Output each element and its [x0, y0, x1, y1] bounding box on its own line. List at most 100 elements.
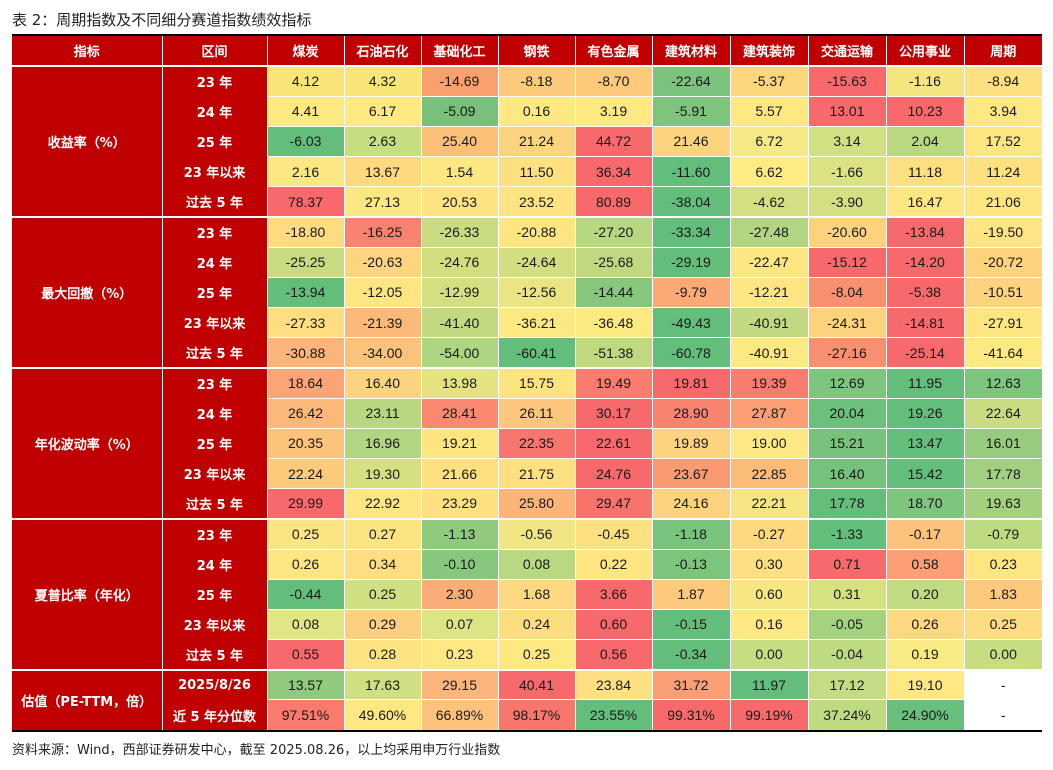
value-cell: 0.25 — [343, 578, 421, 610]
value-cell: 0.71 — [807, 548, 886, 580]
value-cell: -20.88 — [497, 215, 575, 248]
value-cell: -0.13 — [651, 548, 730, 580]
value-cell: 28.41 — [420, 397, 498, 429]
value-cell: -1.33 — [807, 517, 886, 549]
value-cell: 98.17% — [497, 699, 575, 731]
value-cell: 25.80 — [497, 488, 575, 519]
top-rule — [12, 34, 1042, 36]
table-row: 收益率（%） 23 年 4.12 4.32 -14.69 -8.18 -8.70 -22.64… — [12, 64, 1042, 217]
value-cell: 21.75 — [497, 457, 575, 489]
value-cell: 27.87 — [729, 397, 808, 429]
value-cell: 21.46 — [651, 125, 730, 157]
value-cell: 19.49 — [574, 366, 652, 399]
value-cell: 0.29 — [343, 608, 421, 640]
value-cell: 13.57 — [266, 668, 344, 700]
value-cell: 19.00 — [729, 427, 808, 459]
value-cell: -19.50 — [963, 215, 1042, 248]
value-cell: 23.29 — [420, 488, 498, 519]
value-cell: -27.48 — [729, 215, 808, 248]
period-label: 25 年 — [161, 126, 267, 157]
value-cell: -24.76 — [420, 246, 498, 278]
table-row: 25 年 -0.44 0.25 2.30 1.68 3.66 1.87 0.60 0.31 0.2… — [12, 578, 1042, 610]
value-cell: 23.52 — [497, 186, 575, 217]
value-cell: 24.16 — [651, 488, 730, 519]
value-cell: 16.47 — [885, 186, 964, 217]
value-cell: 4.32 — [343, 64, 421, 97]
table-row: 过去 5 年 -30.88 -34.00 -54.00 -60.41 -51.38 -60.… — [12, 337, 1042, 368]
value-cell: -41.40 — [420, 306, 498, 338]
period-label: 25 年 — [161, 428, 267, 459]
period-label: 23 年以来 — [161, 307, 267, 338]
period-label: 24 年 — [161, 549, 267, 580]
value-cell: 15.42 — [885, 457, 964, 489]
table-row: 23 年以来 22.24 19.30 21.66 21.75 24.76 23.67 22.8… — [12, 457, 1042, 489]
value-cell: -54.00 — [420, 337, 498, 368]
value-cell: 0.56 — [574, 639, 652, 670]
period-label: 过去 5 年 — [161, 488, 267, 519]
period-label: 23 年以来 — [161, 458, 267, 489]
table-row: 估值（PE-TTM，倍） 2025/8/26 13.57 17.63 29.15 40.4… — [12, 668, 1042, 731]
value-cell: 21.06 — [963, 186, 1042, 217]
period-label: 23 年以来 — [161, 609, 267, 640]
value-cell: -0.79 — [963, 517, 1042, 549]
value-cell: 0.58 — [885, 548, 964, 580]
value-cell: -26.33 — [420, 215, 498, 248]
value-cell: 13.98 — [420, 366, 498, 399]
value-cell: 20.35 — [266, 427, 344, 459]
group-label: 收益率（%） — [12, 65, 162, 217]
value-cell: 99.19% — [729, 699, 808, 731]
header-col: 基础化工 — [420, 36, 498, 66]
table-row: 近 5 年分位数 97.51% 49.60% 66.89% 98.17% 23.55% 99… — [12, 699, 1042, 731]
period-label: 23 年 — [161, 517, 267, 549]
value-cell: 23.84 — [574, 668, 652, 700]
table-row: 24 年 0.26 0.34 -0.10 0.08 0.22 -0.13 0.30 0.71 0.… — [12, 548, 1042, 580]
value-cell: -27.91 — [963, 306, 1042, 338]
period-label: 2025/8/26 — [161, 668, 267, 700]
value-cell: -0.04 — [807, 639, 886, 670]
value-cell: -9.79 — [651, 276, 730, 308]
value-cell: 2.63 — [343, 125, 421, 157]
value-cell: 19.63 — [963, 488, 1042, 519]
value-cell: 12.63 — [963, 366, 1042, 399]
value-cell: 19.30 — [343, 457, 421, 489]
value-cell: 17.52 — [963, 125, 1042, 157]
table-caption: 表 2：周期指数及不同细分赛道指数绩效指标 — [12, 11, 312, 29]
value-cell: 22.92 — [343, 488, 421, 519]
value-cell: -0.17 — [885, 517, 964, 549]
value-cell: 0.00 — [963, 639, 1042, 670]
value-cell: -40.91 — [729, 337, 808, 368]
value-cell: 17.63 — [343, 668, 421, 700]
table-row: 23 年以来 2.16 13.67 1.54 11.50 36.34 -11.60 6.62-… — [12, 156, 1042, 187]
value-cell: 0.25 — [963, 608, 1042, 640]
table-row: 年化波动率（%） 23 年 18.64 16.40 13.98 15.75 19.49 19.… — [12, 366, 1042, 519]
value-cell: 17.78 — [807, 488, 886, 519]
value-cell: 23.67 — [651, 457, 730, 489]
value-cell: 0.31 — [807, 578, 886, 610]
value-cell: 19.81 — [651, 366, 730, 399]
value-cell: -1.18 — [651, 517, 730, 549]
value-cell: 66.89% — [420, 699, 498, 731]
value-cell: 36.34 — [574, 156, 652, 187]
value-cell: -1.13 — [420, 517, 498, 549]
value-cell: -10.51 — [963, 276, 1042, 308]
header-col: 交通运输 — [807, 36, 886, 66]
group-label: 年化波动率（%） — [12, 366, 162, 519]
value-cell: 25.40 — [420, 125, 498, 157]
value-cell: -1.16 — [885, 64, 964, 97]
value-cell: 17.78 — [963, 457, 1042, 489]
group-label: 最大回撤（%） — [12, 215, 162, 368]
table-row: 过去 5 年 0.55 0.28 0.23 0.25 0.56 -0.34 0.00 -0.04… — [12, 639, 1042, 670]
value-cell: 23.11 — [343, 397, 421, 429]
value-cell: 11.50 — [497, 156, 575, 187]
value-cell: -33.34 — [651, 215, 730, 248]
header-period: 区间 — [161, 36, 267, 66]
value-cell: 23.55% — [574, 699, 652, 731]
value-cell: 19.10 — [885, 668, 964, 700]
value-cell: 11.24 — [963, 156, 1042, 187]
value-cell: 22.61 — [574, 427, 652, 459]
value-cell: 15.21 — [807, 427, 886, 459]
header-col: 钢铁 — [497, 36, 575, 66]
value-cell: -25.68 — [574, 246, 652, 278]
value-cell: -51.38 — [574, 337, 652, 368]
value-cell: -15.63 — [807, 64, 886, 97]
